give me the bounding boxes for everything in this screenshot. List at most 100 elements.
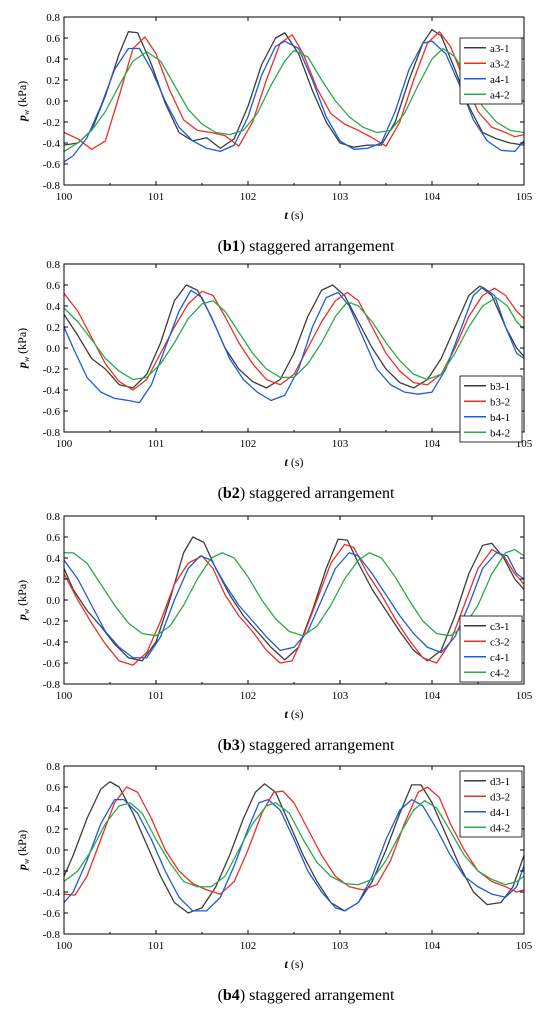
legend-box xyxy=(459,37,523,105)
x-tick-label: 103 xyxy=(332,690,349,702)
x-tick-label: 102 xyxy=(240,191,257,203)
y-tick-label: 0.8 xyxy=(46,761,60,773)
legend-label-a4-2: a4-2 xyxy=(490,89,510,101)
x-tick-label: 103 xyxy=(332,191,349,203)
series-lines xyxy=(64,284,524,404)
legend-label-c4-2: c4-2 xyxy=(490,667,510,679)
series-line-d4-1 xyxy=(64,798,524,912)
series-line-b4-2 xyxy=(64,296,524,381)
y-tick-label: 0.4 xyxy=(46,553,60,565)
y-tick-label: -0.8 xyxy=(43,679,61,691)
y-tick-label: -0.4 xyxy=(43,637,61,649)
y-tick-label: 0.0 xyxy=(46,595,60,607)
chart-panel-b3: 100 101 102 103 104 105 -0.8 -0.6 -0.4 -0.2 0.0 0.2… xyxy=(15,511,533,754)
x-axis-label: t (s) xyxy=(284,707,303,721)
y-axis-label: pw (kPa) xyxy=(15,81,31,122)
x-tick-label: 104 xyxy=(424,690,441,702)
legend-label-d4-1: d4-1 xyxy=(490,807,510,819)
legend-label-c3-2: c3-2 xyxy=(490,636,510,648)
y-tick-label: -0.2 xyxy=(43,117,60,129)
x-tick-label: 100 xyxy=(56,438,73,450)
y-tick-label: 0.2 xyxy=(46,574,60,586)
legend: c3-1 c3-2 c4-1 c4-2 xyxy=(459,615,523,683)
chart-panel-b4: 100 101 102 103 104 105 -0.8 -0.6 -0.4 -0.2 0.0 0.2… xyxy=(15,761,533,1004)
legend-label-d3-2: d3-2 xyxy=(490,791,510,803)
series-line-a4-2 xyxy=(64,47,524,152)
y-tick-label: -0.8 xyxy=(43,929,61,941)
x-tick-label: 102 xyxy=(240,690,257,702)
y-tick-label: -0.6 xyxy=(43,908,61,920)
series-line-b4-1 xyxy=(64,286,524,404)
x-axis-label: t (s) xyxy=(284,957,303,971)
y-tick-label: 0.8 xyxy=(46,259,60,271)
legend-label-b4-2: b4-2 xyxy=(490,427,510,439)
y-tick-label: 0.0 xyxy=(46,96,60,108)
series-lines xyxy=(64,28,524,163)
series-line-a3-2 xyxy=(64,31,524,150)
legend: b3-1 b3-2 b4-1 b4-2 xyxy=(459,375,523,443)
y-tick-label: -0.6 xyxy=(43,159,61,171)
series-line-c4-1 xyxy=(64,552,524,659)
x-tick-label: 101 xyxy=(148,690,165,702)
x-tick-label: 100 xyxy=(56,690,73,702)
series-line-b3-2 xyxy=(64,287,524,391)
series-line-d3-2 xyxy=(64,786,524,896)
y-tick-label: -0.4 xyxy=(43,138,61,150)
x-axis-label: t (s) xyxy=(284,455,303,469)
x-tick-label: 104 xyxy=(424,438,441,450)
series-line-a3-1 xyxy=(64,28,524,149)
y-tick-label: 0.6 xyxy=(46,280,60,292)
y-tick-label: 0.0 xyxy=(46,343,60,355)
x-tick-label: 103 xyxy=(332,438,349,450)
y-axis-label: pw (kPa) xyxy=(15,328,31,369)
x-tick-label: 101 xyxy=(148,438,165,450)
y-tick-label: -0.8 xyxy=(43,180,61,192)
x-tick-label: 105 xyxy=(516,940,533,952)
series-line-c3-2 xyxy=(64,543,524,666)
x-axis-label: t (s) xyxy=(284,208,303,222)
series-line-d3-1 xyxy=(64,781,524,914)
series-line-d4-2 xyxy=(64,800,524,888)
y-axis-label: pw (kPa) xyxy=(15,580,31,621)
legend-label-b4-1: b4-1 xyxy=(490,412,510,424)
legend-box xyxy=(459,770,523,838)
legend-label-a3-2: a3-2 xyxy=(490,58,510,70)
legend-box xyxy=(459,615,523,683)
panel-caption: (b2) staggered arrangement xyxy=(218,485,395,502)
y-tick-label: 0.4 xyxy=(46,54,60,66)
legend-label-a4-1: a4-1 xyxy=(490,74,510,86)
chart-panel-b2: 100 101 102 103 104 105-0.8-0.6-0.4-0.20.00.2… xyxy=(15,259,533,502)
y-tick-label: 0.8 xyxy=(46,12,60,24)
series-lines xyxy=(64,781,524,914)
y-tick-label: -0.2 xyxy=(43,616,60,628)
chart-panel-b1: 100 101 102 103 104 105 -0.8 -0.6 -0.4 -0.2 0.0 0.2… xyxy=(15,12,533,255)
legend: d3-1 d3-2 d4-1 d4-2 xyxy=(459,770,523,838)
y-tick-label: 0.4 xyxy=(46,803,60,815)
y-tick-label: 0.2 xyxy=(46,75,60,87)
y-tick-label: -0.4 xyxy=(43,887,61,899)
y-tick-label: 0.6 xyxy=(46,782,60,794)
legend-label-b3-2: b3-2 xyxy=(490,396,510,408)
x-tick-label: 100 xyxy=(56,191,73,203)
series-line-a4-1 xyxy=(64,40,524,163)
y-tick-label: 0.6 xyxy=(46,532,60,544)
y-tick-label: 0.4 xyxy=(46,301,60,313)
panel-caption: (b3) staggered arrangement xyxy=(218,737,395,754)
y-tick-label: -0.6 xyxy=(43,658,61,670)
y-axis-label: pw (kPa) xyxy=(15,830,31,871)
y-tick-label: 0.2 xyxy=(46,322,60,334)
x-tick-label: 100 xyxy=(56,940,73,952)
legend-label-c4-1: c4-1 xyxy=(490,652,510,664)
x-tick-label: 101 xyxy=(148,191,165,203)
series-line-c4-2 xyxy=(64,548,524,637)
y-tick-label: 0.6 xyxy=(46,33,60,45)
legend-label-c3-1: c3-1 xyxy=(490,621,510,633)
x-tick-label: 103 xyxy=(332,940,349,952)
legend-label-d3-1: d3-1 xyxy=(490,776,510,788)
x-tick-label: 102 xyxy=(240,940,257,952)
panel-caption: (b1) staggered arrangement xyxy=(218,238,395,255)
x-tick-label: 105 xyxy=(516,690,533,702)
y-tick-label: -0.6 xyxy=(43,406,61,418)
series-line-c3-1 xyxy=(64,536,524,662)
